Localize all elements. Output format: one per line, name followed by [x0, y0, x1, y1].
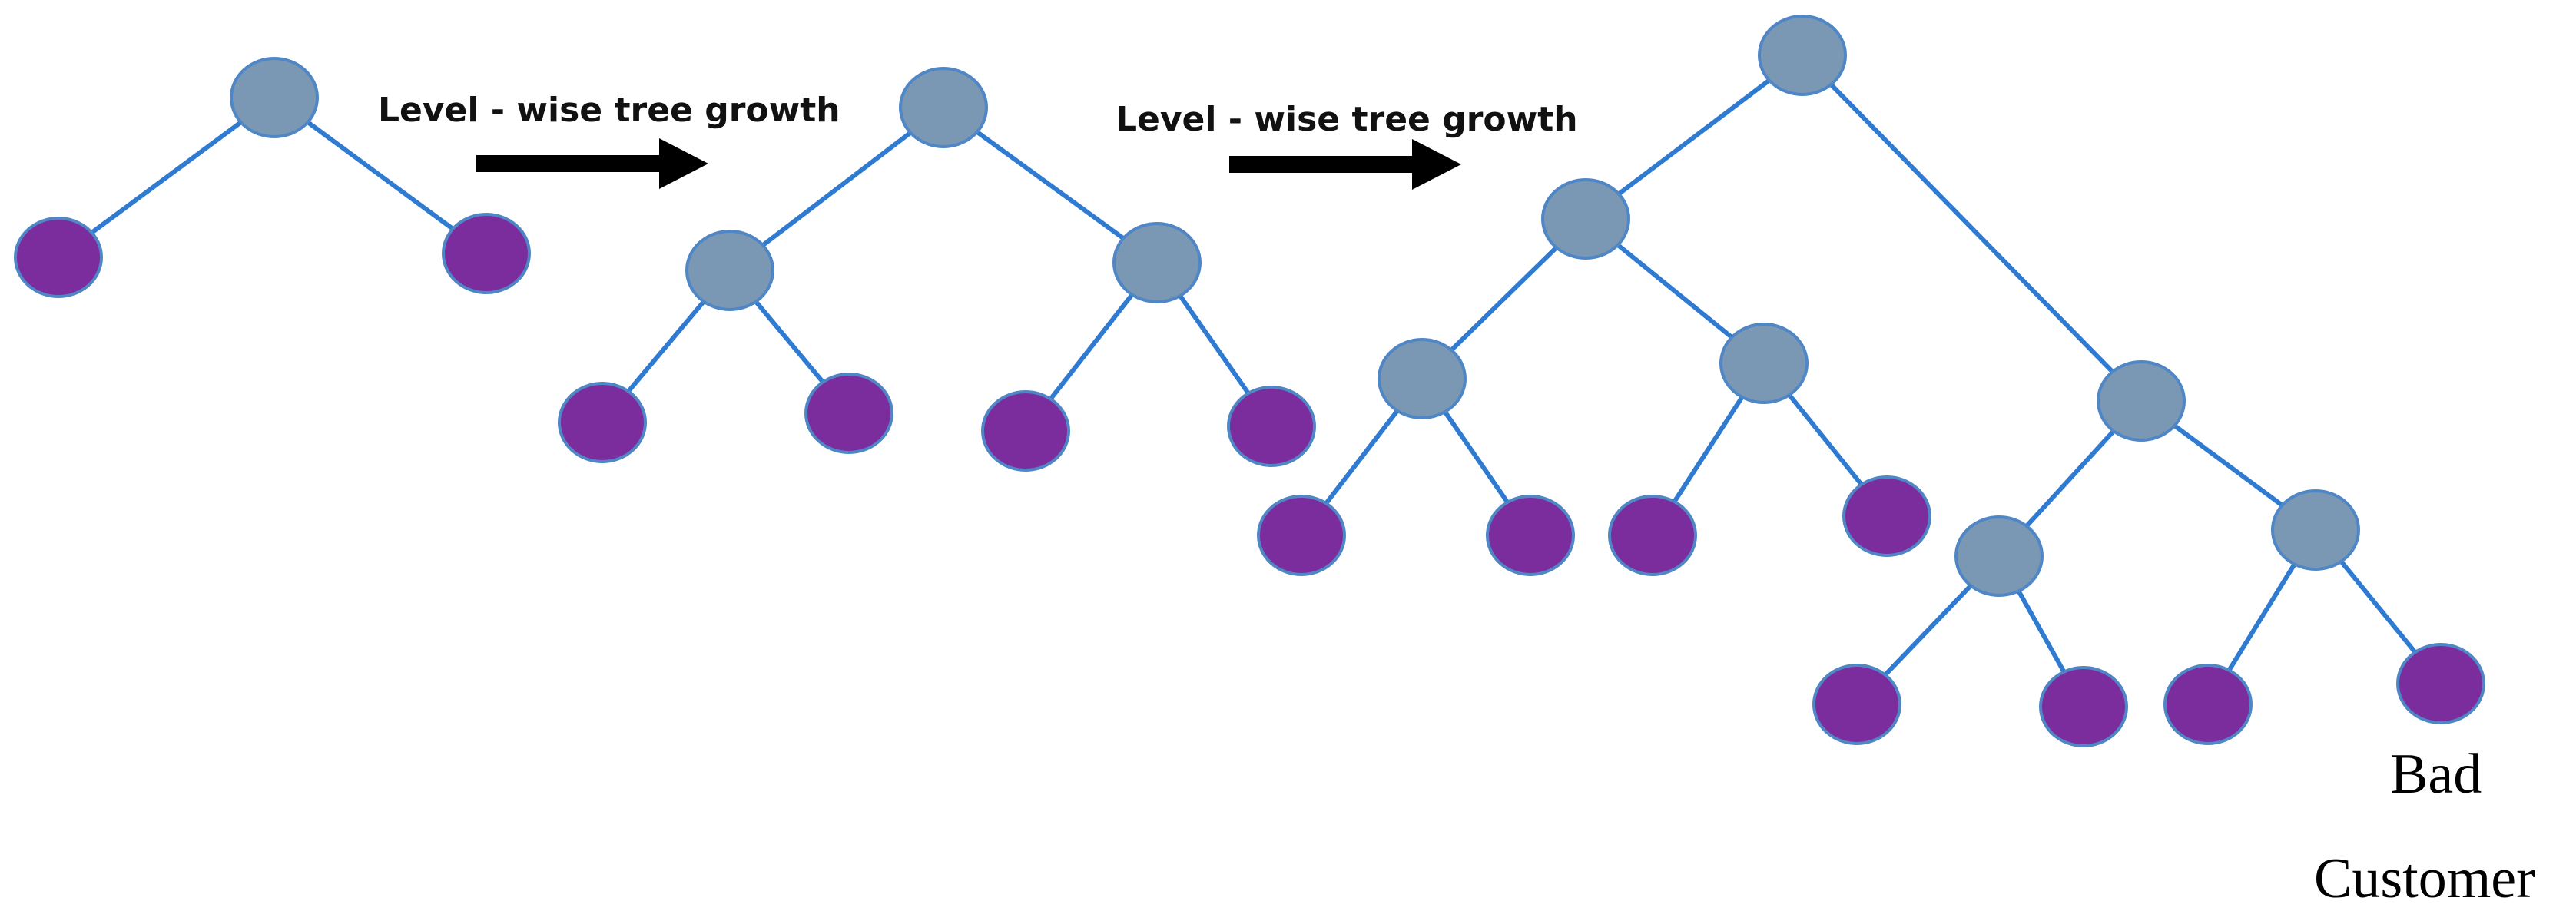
- tree-2-edge-b-d: [625, 297, 708, 396]
- arrow-2-head: [1412, 139, 1461, 190]
- edges-layer: [88, 76, 2419, 679]
- tree-1-edge-a-b: [88, 118, 245, 237]
- tree-3-edge-b-e: [1613, 241, 1736, 341]
- arrow-1-shaft: [476, 155, 665, 172]
- tree-1-internal-node-a: [230, 57, 319, 138]
- tree-2-leaf-node-e: [804, 373, 893, 454]
- tree-3-edge-b-d: [1447, 244, 1560, 354]
- tree-3-edge-a-c: [1827, 81, 2117, 376]
- tree-3-leaf-node-j: [1608, 495, 1697, 576]
- tree-3-edge-f-l: [1881, 581, 1975, 679]
- tree-3-edge-c-f: [2023, 427, 2117, 530]
- tree-3-leaf-node-m: [2039, 666, 2128, 747]
- tree-3-internal-node-d: [1378, 338, 1467, 419]
- arrow-2: Level - wise tree growth: [1116, 100, 1578, 190]
- tree-1-leaf-node-b: [14, 217, 103, 298]
- tree-3-internal-node-a: [1758, 15, 1847, 96]
- tree-3-internal-node-e: [1719, 323, 1809, 404]
- caption-line-1: Bad: [2390, 743, 2482, 806]
- tree-3-edge-g-n: [2226, 560, 2298, 674]
- arrow-1-head: [659, 138, 708, 189]
- tree-3-internal-node-c: [2097, 360, 2186, 442]
- tree-3-edge-e-j: [1671, 393, 1746, 506]
- tree-2-internal-node-b: [685, 230, 774, 311]
- arrow-2-shaft: [1229, 156, 1417, 173]
- tree-1-leaf-node-c: [442, 213, 531, 294]
- tree-1-edge-a-c: [303, 118, 457, 233]
- arrow-1-label: Level - wise tree growth: [378, 91, 840, 130]
- tree-2-edge-b-e: [752, 297, 827, 386]
- tree-2-edge-c-f: [1046, 290, 1136, 403]
- tree-3-internal-node-b: [1541, 178, 1630, 260]
- caption-line-2: Customer: [2314, 847, 2535, 910]
- tree-3-internal-node-f: [1954, 515, 2044, 597]
- tree-3-edge-d-i: [1441, 408, 1511, 506]
- tree-2-internal-node-a: [899, 67, 988, 148]
- tree-3-edge-c-g: [2170, 422, 2286, 509]
- tree-3-leaf-node-l: [1812, 664, 1901, 745]
- tree-2-edge-a-c: [973, 128, 1128, 242]
- tree-3-leaf-node-k: [1842, 475, 1931, 557]
- arrow-1: Level - wise tree growth: [378, 91, 840, 189]
- tree-3-internal-node-g: [2271, 489, 2360, 571]
- tree-3-leaf-node-i: [1486, 495, 1575, 576]
- tree-3-edge-g-o: [2337, 557, 2419, 657]
- nodes-layer: [14, 15, 2485, 747]
- tree-3-edge-e-k: [1785, 391, 1865, 489]
- tree-3-leaf-node-o: [2396, 643, 2485, 724]
- tree-2-leaf-node-d: [558, 382, 647, 463]
- tree-2-leaf-node-f: [981, 390, 1070, 472]
- tree-2-edge-c-g: [1176, 291, 1252, 398]
- tree-3-leaf-node-n: [2163, 664, 2253, 745]
- tree-3-edge-d-h: [1322, 406, 1401, 508]
- tree-2-edge-a-b: [758, 129, 915, 249]
- arrow-2-label: Level - wise tree growth: [1116, 100, 1578, 139]
- tree-2-internal-node-c: [1112, 222, 1202, 303]
- tree-2-leaf-node-g: [1227, 386, 1316, 467]
- tree-3-edge-a-b: [1614, 76, 1774, 198]
- tree-3-leaf-node-h: [1257, 495, 1346, 576]
- tree-3-edge-f-m: [2015, 587, 2067, 676]
